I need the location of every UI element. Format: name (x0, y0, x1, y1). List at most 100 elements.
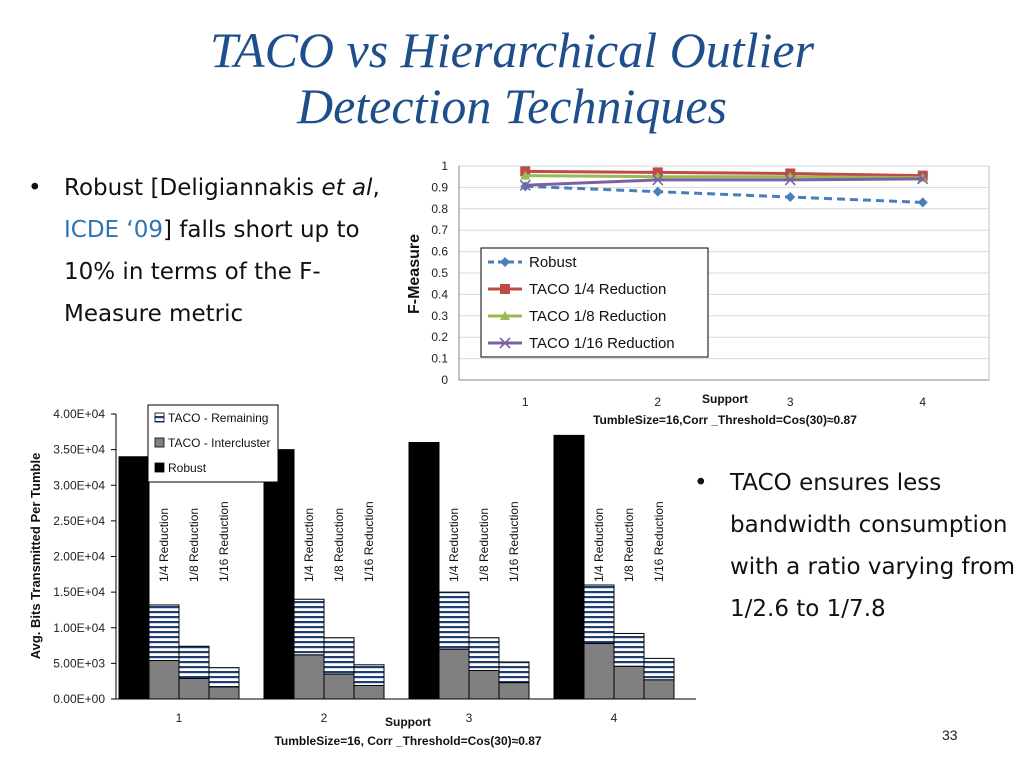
y-tick-label: 0.3 (431, 309, 448, 323)
legend-swatch (154, 437, 165, 448)
x-tick-label: 4 (919, 395, 926, 409)
y-tick-label: 0.00E+00 (53, 692, 105, 706)
data-point (520, 170, 531, 180)
slide-number: 33 (942, 727, 958, 743)
bullet1-text-3: ] falls short up to 10% in terms of the … (64, 217, 360, 327)
y-tick-label: 0.2 (431, 330, 448, 344)
bar-data-label: 1/4 Reduction (302, 508, 316, 582)
bar-taco-intercluster (498, 682, 530, 700)
bar-data-label: 1/8 Reduction (622, 508, 636, 582)
legend-marker (500, 284, 510, 294)
y-tick-label: 1.50E+04 (53, 585, 105, 599)
x-tick-label: 2 (321, 711, 328, 725)
bar-taco-remaining (498, 661, 530, 684)
category-group-2: 1/4 Reduction 1/8 Reduction 1/16 Reduction (263, 449, 385, 700)
bullet-symbol: • (28, 175, 42, 201)
legend-label: TACO 1/16 Reduction (529, 335, 675, 352)
bar-robust (553, 434, 585, 700)
data-point (917, 197, 928, 208)
bar-data-label: 1/4 Reduction (592, 508, 606, 582)
category-group-3: 1/4 Reduction 1/8 Reduction 1/16 Reduction (408, 442, 530, 700)
x-axis-title: Support (702, 392, 748, 406)
bar-taco-intercluster (293, 654, 325, 700)
bullet-taco: • TACO ensures less bandwidth consumption… (694, 462, 1020, 630)
bullet2-text: TACO ensures less bandwidth consumption … (730, 470, 1016, 622)
series-line (525, 174, 923, 180)
y-tick-label: 4.00E+04 (53, 407, 105, 421)
bullet1-text-2: , (372, 175, 380, 201)
series-robust (520, 181, 928, 208)
y-axis-title: Avg. Bits Transmitted Per Tumble (28, 453, 43, 660)
bullet1-text-1: Robust [Deligiannakis (64, 175, 322, 201)
bar-taco-intercluster (583, 642, 615, 700)
legend-label: Robust (168, 461, 207, 475)
y-tick-label: 2.50E+04 (53, 514, 105, 528)
bar-taco-intercluster (438, 648, 470, 700)
legend-label: Robust (529, 254, 577, 271)
y-tick-label: 2.00E+04 (53, 550, 105, 564)
bar-taco-intercluster (208, 686, 240, 700)
bar-taco-intercluster (148, 660, 180, 700)
bar-taco-remaining (438, 591, 470, 650)
legend-marker (499, 337, 511, 349)
slide-title: TACO vs Hierarchical Outlier Detection T… (0, 22, 1024, 134)
series-taco-1-16-reduction (519, 173, 929, 191)
legend-marker (500, 311, 510, 320)
bar-taco-intercluster (468, 670, 500, 700)
bar-taco-remaining (613, 632, 645, 667)
y-tick-label: 0.4 (431, 287, 448, 301)
bar-taco-remaining (353, 664, 385, 686)
bar-robust (263, 449, 295, 700)
bar-data-label: 1/4 Reduction (157, 508, 171, 582)
x-tick-label: 1 (522, 395, 529, 409)
bullet1-italic: et al (321, 175, 373, 201)
legend-label: TACO - Remaining (168, 411, 268, 425)
legend-marker (500, 257, 510, 267)
bar-robust (408, 442, 440, 700)
bar-data-label: 1/8 Reduction (477, 508, 491, 582)
title-line-1: TACO vs Hierarchical Outlier (209, 22, 815, 78)
y-tick-label: 0.5 (431, 266, 448, 280)
bar-data-label: 1/8 Reduction (332, 508, 346, 582)
legend-label: TACO 1/4 Reduction (529, 281, 666, 298)
x-axis-subtitle: TumbleSize=16, Corr _Threshold=Cos(30)≈0… (274, 734, 541, 748)
bar-taco-intercluster (613, 665, 645, 700)
data-point (784, 174, 796, 186)
bar-taco-intercluster (323, 673, 355, 700)
series-line (525, 184, 923, 204)
data-point (652, 186, 663, 197)
y-tick-label: 0.9 (431, 180, 448, 194)
y-tick-label: 5.00E+03 (53, 656, 105, 670)
y-tick-label: 3.50E+04 (53, 443, 105, 457)
bar-data-label: 1/8 Reduction (187, 508, 201, 582)
legend-box (147, 404, 279, 483)
x-tick-label: 4 (611, 711, 618, 725)
x-axis-subtitle: TumbleSize=16,Corr _Threshold=Cos(30)≈0.… (593, 413, 857, 427)
y-tick-label: 0 (441, 373, 448, 387)
data-point (652, 174, 664, 186)
legend-swatch (154, 462, 165, 473)
bar-taco-intercluster (643, 679, 675, 700)
bar-taco-remaining (208, 667, 240, 688)
y-tick-label: 0.8 (431, 202, 448, 216)
bar-data-label: 1/4 Reduction (447, 508, 461, 582)
bar-taco-intercluster (178, 677, 210, 700)
bullet-symbol: • (694, 470, 708, 496)
bar-data-label: 1/16 Reduction (217, 501, 231, 582)
bar-taco-remaining (148, 604, 180, 662)
x-tick-label: 3 (787, 395, 794, 409)
icde-link[interactable]: ICDE ‘09 (64, 217, 163, 243)
y-tick-label: 3.00E+04 (53, 478, 105, 492)
y-axis-title: F-Measure (406, 234, 423, 314)
bar-taco-remaining (293, 598, 325, 656)
y-tick-label: 0.7 (431, 223, 448, 237)
y-tick-label: 1.00E+04 (53, 621, 105, 635)
x-axis-title: Support (385, 715, 431, 729)
series-line (525, 177, 923, 187)
x-tick-label: 2 (654, 395, 661, 409)
y-tick-label: 0.6 (431, 245, 448, 259)
data-point (519, 179, 531, 191)
bar-taco-remaining (643, 657, 675, 681)
legend-box (480, 247, 709, 358)
bar-taco-intercluster (353, 684, 385, 700)
